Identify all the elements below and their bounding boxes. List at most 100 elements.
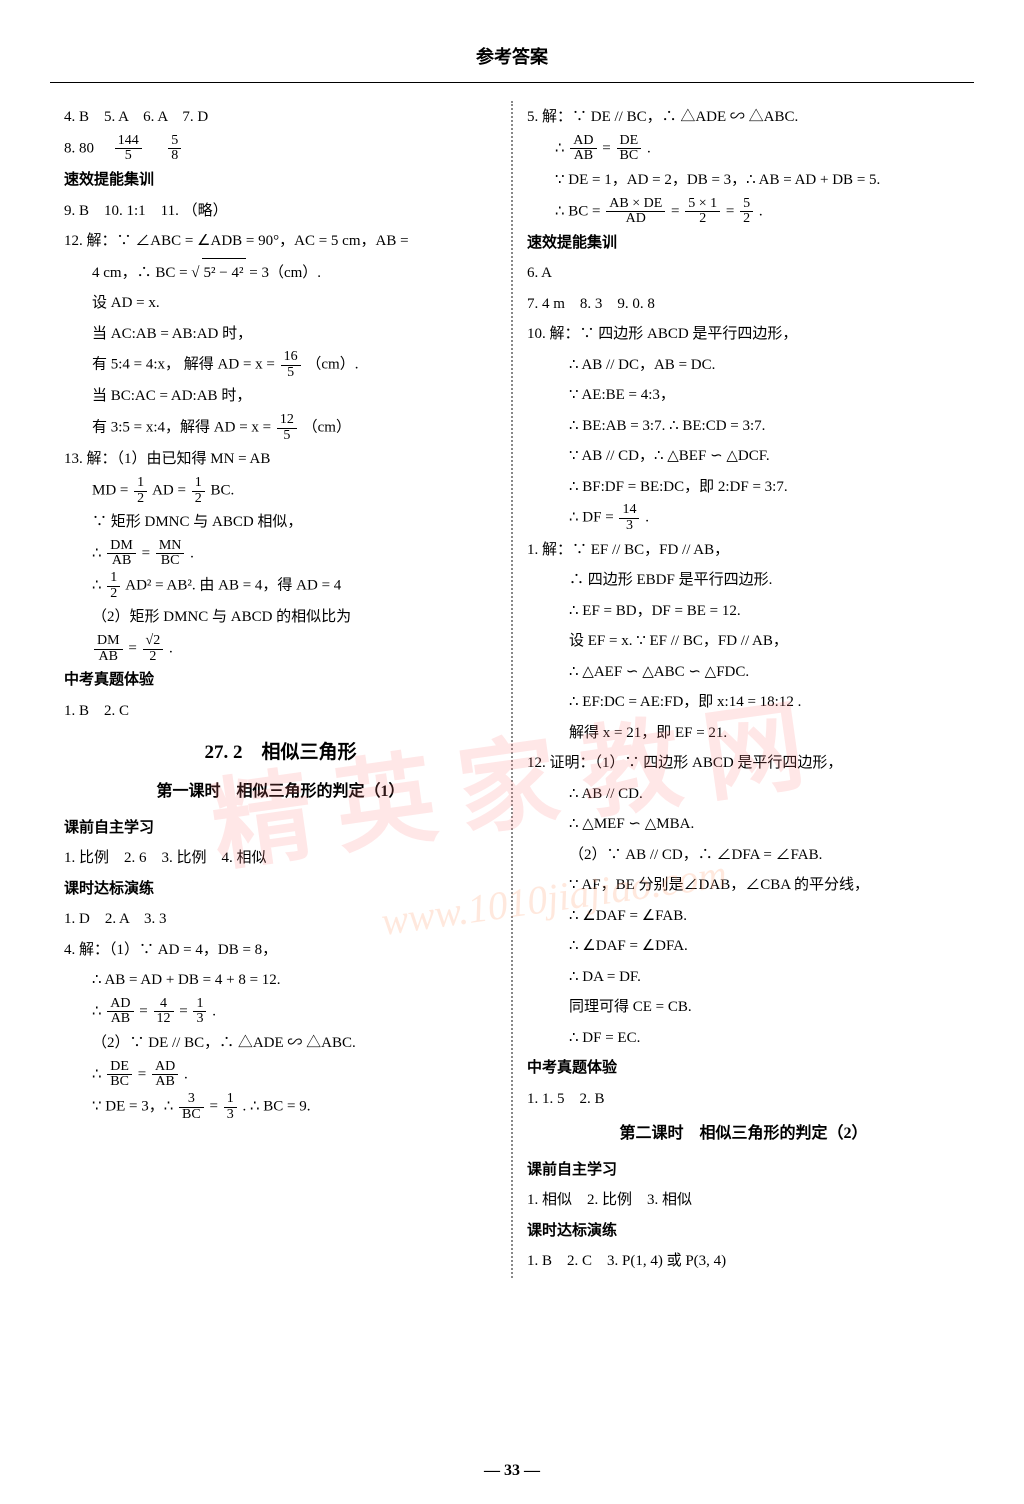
fraction: 143 (619, 503, 639, 533)
text-line: 1. 比例 2. 6 3. 比例 4. 相似 (64, 844, 497, 873)
text: ∴ BC = (555, 203, 604, 219)
text-line: 解得 x = 21，即 EF = 21. (527, 719, 960, 748)
text-line: ∴ DF = 143 . (527, 503, 960, 533)
text-line: 1. 解：∵ EF // BC，FD // AB， (527, 536, 960, 565)
text-line: ∴ AB // DC，AB = DC. (527, 351, 960, 380)
text-line: ∴ DF = EC. (527, 1024, 960, 1053)
text-line: 12. 证明：（1）∵ 四边形 ABCD 是平行四边形， (527, 749, 960, 778)
text: ∴ (92, 578, 105, 594)
section-heading: 课时达标演练 (527, 1217, 960, 1246)
fraction: 12 (107, 571, 120, 601)
text-line: （2）∵ DE // BC，∴ △ADE ∽ △ABC. (64, 1029, 497, 1058)
fraction: DEBC (107, 1060, 132, 1090)
fraction: 3BC (179, 1092, 204, 1122)
text-line: 1. D 2. A 3. 3 (64, 905, 497, 934)
text-line: 4. B 5. A 6. A 7. D (64, 103, 497, 132)
fraction: 165 (281, 350, 301, 380)
text-line: ∴ ∠DAF = ∠DFA. (527, 932, 960, 961)
text: = (726, 203, 738, 219)
text: . (645, 510, 649, 526)
lesson-title: 第二课时 相似三角形的判定（2） (527, 1119, 960, 1149)
right-column: 5. 解：∵ DE // BC，∴ △ADE ∽ △ABC. ∴ ADAB = … (513, 101, 974, 1278)
text-line: ∴ EF:DC = AE:FD，即 x:14 = 18:12 . (527, 688, 960, 717)
text-line: ∴ ADAB = 412 = 13 . (64, 997, 497, 1027)
section-heading: 中考真题体验 (527, 1054, 960, 1083)
fraction: ADAB (107, 997, 133, 1027)
sqrt-content: 5² − 4² (202, 258, 246, 288)
section-heading: 课前自主学习 (64, 814, 497, 843)
fraction: 412 (154, 997, 174, 1027)
text-line: ∴ DA = DF. (527, 963, 960, 992)
fraction: MNBC (156, 539, 185, 569)
text-line: ∵ AF，BE 分别是∠DAB，∠CBA 的平分线， (527, 871, 960, 900)
text: ∴ DF = (569, 510, 617, 526)
text: ∵ DE = 3，∴ (92, 1099, 177, 1115)
text-line: ∴ ∠DAF = ∠FAB. (527, 902, 960, 931)
text: 有 3:5 = x:4，解得 AD = x = (92, 420, 275, 436)
text: = (602, 140, 614, 156)
text-line: 9. B 10. 1:1 11. （略） (64, 197, 497, 226)
text-line: ∵ AE:BE = 4:3， (527, 381, 960, 410)
sqrt-icon (191, 265, 199, 281)
text: = (142, 545, 154, 561)
text-line: 4. 解：（1）∵ AD = 4，DB = 8， (64, 936, 497, 965)
text: . (184, 1066, 188, 1082)
text: ∴ (555, 140, 568, 156)
fraction: ADAB (570, 134, 596, 164)
text: . (212, 1003, 216, 1019)
text: 4 cm，∴ BC = (92, 265, 191, 281)
text-line: 12. 解：∵ ∠ABC = ∠ADB = 90°，AC = 5 cm，AB = (64, 227, 497, 256)
text: = (209, 1099, 221, 1115)
text-line: 1. B 2. C 3. P(1, 4) 或 P(3, 4) (527, 1247, 960, 1276)
text: = 3（cm）. (246, 265, 322, 281)
text: AD = (152, 482, 190, 498)
section-heading: 课前自主学习 (527, 1156, 960, 1185)
text: 8. 80 (64, 140, 109, 156)
text: MD = (92, 482, 132, 498)
text-line: ∴ ADAB = DEBC . (527, 134, 960, 164)
text-line: （2）∵ AB // CD，∴ ∠DFA = ∠FAB. (527, 841, 960, 870)
text-line: ∴ DEBC = ADAB . (64, 1060, 497, 1090)
text-line: （2）矩形 DMNC 与 ABCD 的相似比为 (64, 603, 497, 632)
text-line: ∵ AB // CD，∴ △BEF ∽ △DCF. (527, 442, 960, 471)
fraction: DEBC (617, 134, 642, 164)
text: = (671, 203, 683, 219)
section-heading: 中考真题体验 (64, 666, 497, 695)
fraction: 13 (224, 1092, 237, 1122)
fraction: ADAB (152, 1060, 178, 1090)
text-line: 4 cm，∴ BC = 5² − 4² = 3（cm）. (64, 258, 497, 288)
fraction: 13 (193, 997, 206, 1027)
text-line: ∴ △MEF ∽ △MBA. (527, 810, 960, 839)
fraction: AB × DEAD (606, 197, 665, 227)
fraction: 58 (168, 134, 181, 164)
text-line: ∴ AB = AD + DB = 4 + 8 = 12. (64, 966, 497, 995)
section-heading: 速效提能集训 (527, 229, 960, 258)
text: = (128, 641, 140, 657)
text-line: ∴ AB // CD. (527, 780, 960, 809)
chapter-title: 27. 2 相似三角形 (64, 735, 497, 771)
fraction: 5 × 12 (685, 197, 720, 227)
text-line: 设 AD = x. (64, 289, 497, 318)
text-line: 6. A (527, 259, 960, 288)
page-number: — 33 — (0, 1456, 1024, 1486)
left-column: 4. B 5. A 6. A 7. D 8. 80 1445 58 速效提能集训… (50, 101, 511, 1278)
text-line: 5. 解：∵ DE // BC，∴ △ADE ∽ △ABC. (527, 103, 960, 132)
text: AD² = AB². 由 AB = 4，得 AD = 4 (125, 578, 341, 594)
text-line: 13. 解：（1）由已知得 MN = AB (64, 445, 497, 474)
text-line: 8. 80 1445 58 (64, 134, 497, 164)
text-line: 有 5:4 = 4:x， 解得 AD = x = 165 （cm）. (64, 350, 497, 380)
text-line: 7. 4 m 8. 3 9. 0. 8 (527, 290, 960, 319)
text-line: 1. 相似 2. 比例 3. 相似 (527, 1186, 960, 1215)
fraction: DMAB (94, 634, 123, 664)
text: ∴ (92, 545, 105, 561)
text-line: 1. B 2. C (64, 697, 497, 726)
text: ∴ (92, 1003, 105, 1019)
text-line: ∴ DMAB = MNBC . (64, 539, 497, 569)
fraction: 52 (740, 197, 753, 227)
text: . (647, 140, 651, 156)
fraction: 12 (134, 476, 147, 506)
text: 有 5:4 = 4:x， 解得 AD = x = (92, 357, 279, 373)
fraction: 12 (192, 476, 205, 506)
text-line: 有 3:5 = x:4，解得 AD = x = 125 （cm） (64, 413, 497, 443)
section-heading: 课时达标演练 (64, 875, 497, 904)
